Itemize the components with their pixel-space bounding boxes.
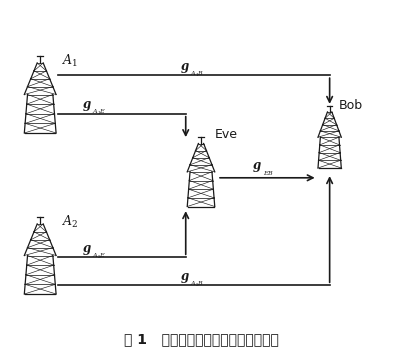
- Text: $\boldsymbol{g}$: $\boldsymbol{g}$: [180, 61, 189, 75]
- Text: $_{EB}$: $_{EB}$: [262, 169, 273, 178]
- Text: $_{A_1\!B}$: $_{A_1\!B}$: [190, 69, 203, 79]
- Text: $_{A_2\!E}$: $_{A_2\!E}$: [91, 251, 105, 261]
- Text: $_{A_1\!E}$: $_{A_1\!E}$: [91, 107, 105, 117]
- Text: $\boldsymbol{g}$: $\boldsymbol{g}$: [180, 271, 189, 285]
- Text: 图 1   高斯矢量多路输入窃听信道模型: 图 1 高斯矢量多路输入窃听信道模型: [123, 332, 278, 346]
- Text: $\boldsymbol{g}$: $\boldsymbol{g}$: [252, 160, 261, 174]
- Text: $A_2$: $A_2$: [62, 214, 79, 230]
- Text: Bob: Bob: [338, 98, 362, 112]
- Text: $\boldsymbol{g}$: $\boldsymbol{g}$: [81, 243, 91, 257]
- Text: $A_1$: $A_1$: [62, 53, 79, 69]
- Text: $_{A_2\!B}$: $_{A_2\!B}$: [190, 279, 203, 289]
- Text: Eve: Eve: [215, 128, 237, 141]
- Text: $\boldsymbol{g}$: $\boldsymbol{g}$: [81, 99, 91, 113]
